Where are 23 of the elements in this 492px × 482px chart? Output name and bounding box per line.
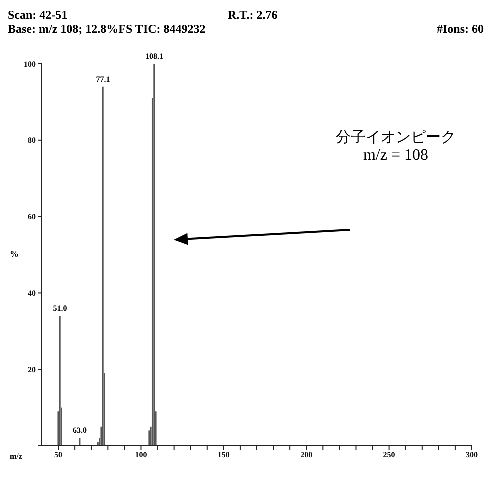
- y-tick-label: 40: [28, 289, 36, 298]
- annotation: 63.0: [72, 426, 88, 436]
- x-tick-label: 150: [218, 450, 230, 460]
- annotation: 分子イオンピーク: [335, 128, 457, 147]
- y-tick-label: 20: [28, 365, 36, 374]
- text: Base: m/z 108; 12.8%FS TIC: 8449232: [8, 22, 206, 37]
- y-tick-label: 60: [28, 212, 36, 222]
- text: Scan: 42-51: [8, 8, 68, 23]
- annotation: m/z = 108: [362, 147, 430, 165]
- annotation: 108.1: [144, 52, 164, 61]
- annotation: 51.0: [52, 304, 68, 314]
- x-axis-title: m/z: [10, 452, 22, 461]
- x-tick-label: 300: [466, 450, 478, 460]
- y-tick-label: 80: [28, 136, 36, 146]
- x-tick-label: 50: [54, 450, 63, 460]
- text: #Ions: 60: [436, 22, 484, 37]
- text: R.T.: 2.76: [228, 8, 278, 23]
- x-tick-label: 100: [135, 450, 148, 460]
- x-tick-label: 200: [300, 450, 313, 460]
- annotation: 77.1: [95, 74, 112, 84]
- y-tick-label: 100: [24, 60, 36, 69]
- x-tick-label: 250: [383, 450, 396, 460]
- y-axis-title: %: [10, 249, 19, 259]
